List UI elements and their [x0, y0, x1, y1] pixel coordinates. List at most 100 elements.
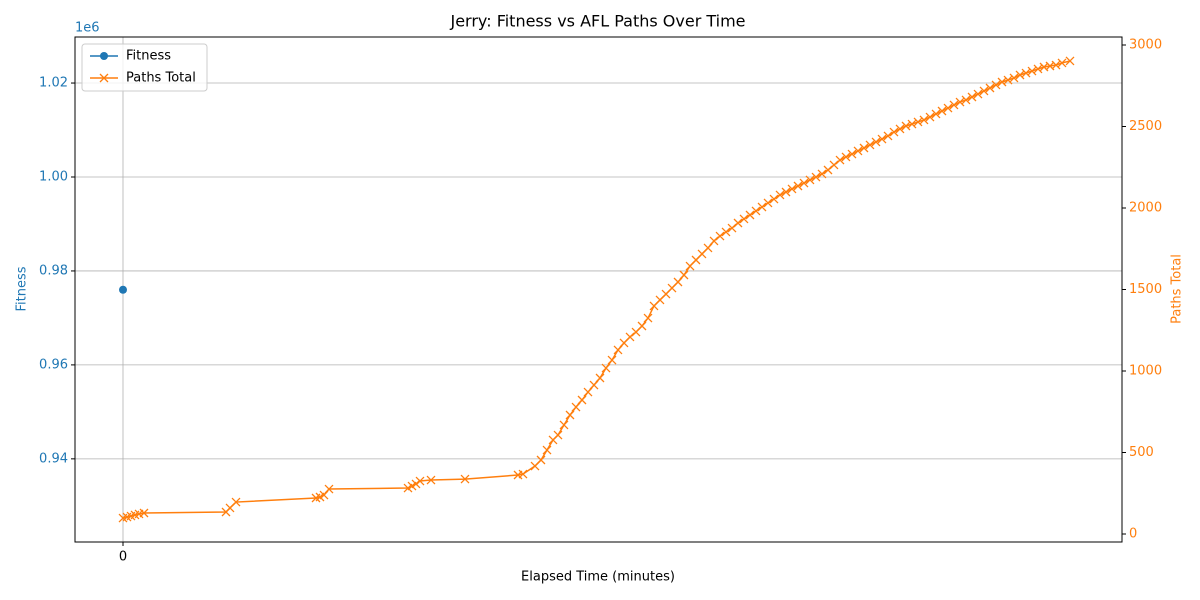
marker [811, 172, 821, 182]
marker [518, 469, 528, 479]
y2-tick-label: 1000 [1129, 364, 1162, 379]
y-tick-label: 1.00 [39, 169, 68, 184]
marker [799, 178, 809, 188]
marker [231, 497, 241, 507]
marker [829, 160, 839, 170]
marker [324, 484, 334, 494]
marker [991, 80, 1001, 90]
y2-tick-label: 2500 [1129, 119, 1162, 134]
y2-tick-label: 1500 [1129, 282, 1162, 297]
marker [703, 243, 713, 253]
marker [411, 479, 421, 489]
marker [1057, 58, 1067, 68]
marker [1065, 56, 1075, 66]
x-tick-label: 0 [119, 550, 127, 565]
marker [973, 89, 983, 99]
y2-tick-label: 0 [1129, 527, 1137, 542]
marker [805, 175, 815, 185]
marker [643, 313, 653, 323]
marker [901, 121, 911, 131]
marker [955, 97, 965, 107]
plot-frame [74, 36, 1123, 543]
marker [763, 198, 773, 208]
marker [637, 321, 647, 331]
marker [889, 127, 899, 137]
marker [589, 380, 599, 390]
marker [571, 402, 581, 412]
marker [607, 355, 617, 365]
marker [841, 152, 851, 162]
marker [865, 140, 875, 150]
marker [877, 134, 887, 144]
marker [793, 181, 803, 191]
marker [913, 117, 923, 127]
y-axis-label: Fitness [15, 266, 30, 311]
marker [757, 202, 767, 212]
marker [907, 119, 917, 129]
y2-tick-label: 500 [1129, 445, 1154, 460]
marker [721, 227, 731, 237]
marker [853, 146, 863, 156]
marker [883, 131, 893, 141]
marker [577, 395, 587, 405]
marker [871, 137, 881, 147]
marker [595, 373, 605, 383]
marker [613, 345, 623, 355]
marker [565, 410, 575, 420]
marker [460, 474, 470, 484]
marker [787, 184, 797, 194]
marker [727, 223, 737, 233]
legend-label: Fitness [126, 49, 171, 64]
marker [997, 77, 1007, 87]
y-offset-label: 1e6 [75, 21, 100, 36]
marker [559, 420, 569, 430]
marker [1003, 75, 1013, 85]
marker [1027, 66, 1037, 76]
marker [823, 165, 833, 175]
marker [961, 95, 971, 105]
marker [625, 332, 635, 342]
marker [542, 445, 552, 455]
marker [931, 109, 941, 119]
marker [1051, 60, 1061, 70]
marker [536, 455, 546, 465]
marker [673, 277, 683, 287]
marker [119, 285, 127, 294]
marker [937, 106, 947, 116]
y2-tick-label: 3000 [1129, 37, 1162, 52]
marker [985, 83, 995, 93]
marker [733, 218, 743, 228]
chart-title: Jerry: Fitness vs AFL Paths Over Time [449, 12, 745, 31]
marker [895, 124, 905, 134]
marker [781, 187, 791, 197]
legend: Fitness Paths Total [81, 43, 208, 92]
marker [601, 363, 611, 373]
legend-marker [99, 73, 109, 83]
marker [919, 115, 929, 125]
marker [426, 475, 436, 485]
marker [949, 100, 959, 110]
marker [835, 155, 845, 165]
marker [679, 270, 689, 280]
marker [739, 214, 749, 224]
legend-label: Paths Total [126, 71, 196, 86]
marker [1009, 73, 1019, 83]
marker [775, 190, 785, 200]
marker [817, 169, 827, 179]
marker [553, 430, 563, 440]
marker [715, 231, 725, 241]
y-tick-label: 0.98 [39, 263, 68, 278]
y-tick-label: 1.02 [39, 76, 68, 91]
marker [1015, 70, 1025, 80]
marker [745, 210, 755, 220]
y2-axis-label: Paths Total [1170, 254, 1185, 324]
marker [415, 476, 425, 486]
marker [769, 194, 779, 204]
marker [1021, 68, 1031, 78]
marker [709, 236, 719, 246]
marker [1033, 64, 1043, 74]
marker [979, 86, 989, 96]
